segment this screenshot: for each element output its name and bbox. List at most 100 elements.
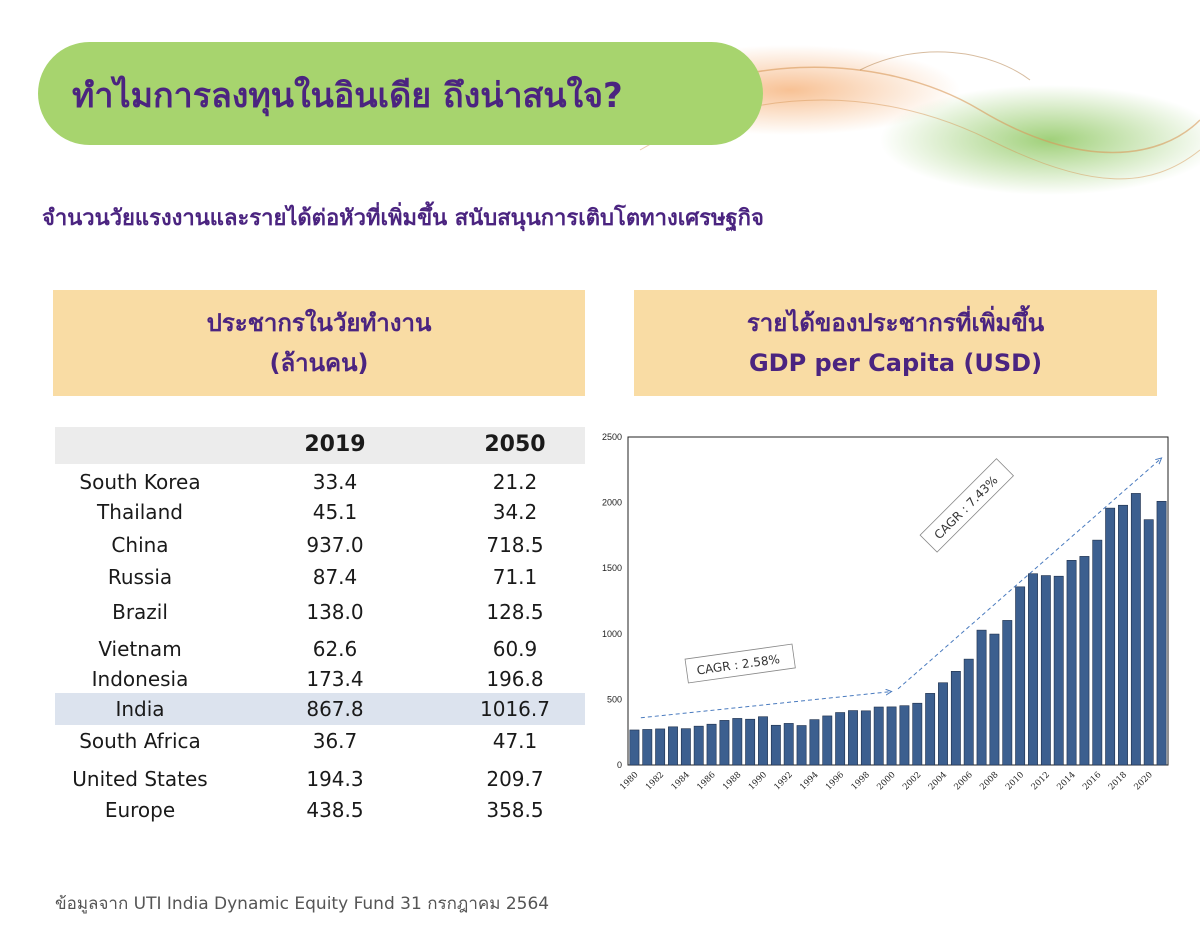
x-tick-label: 2012 xyxy=(1030,770,1052,792)
table-cell-country-name: India xyxy=(115,697,165,721)
column-header-2019: 2019 xyxy=(304,432,366,457)
bar xyxy=(925,693,936,766)
table-cell-value-2019: 36.7 xyxy=(312,729,358,753)
x-tick-label: 1984 xyxy=(670,770,692,792)
bar xyxy=(873,706,884,766)
bar xyxy=(732,718,743,766)
bar xyxy=(912,702,923,766)
x-tick-label: 1990 xyxy=(747,770,769,792)
x-tick-label: 2016 xyxy=(1081,770,1103,792)
bar xyxy=(1066,560,1077,766)
x-tick-label: 1982 xyxy=(644,770,666,792)
table-cell-country-name: Vietnam xyxy=(98,637,182,661)
table-cell-value-2019: 33.4 xyxy=(312,470,358,494)
bar xyxy=(1143,519,1154,766)
x-tick-label: 2000 xyxy=(875,770,897,792)
cagr-trend-arrow xyxy=(640,692,892,719)
table-cell-value-2019: 62.6 xyxy=(312,637,358,661)
bar xyxy=(1105,507,1116,766)
working-age-unit: (ล้านคน) xyxy=(269,349,369,377)
bar xyxy=(1028,573,1038,766)
y-tick-label: 500 xyxy=(607,694,622,704)
table-header-row: 2019 2050 xyxy=(55,427,585,464)
table-cell-value-2019: 87.4 xyxy=(312,565,358,589)
title-banner xyxy=(38,42,763,145)
x-tick-label: 2018 xyxy=(1107,770,1129,792)
gdp-chart-container: 0 500 1000 1500 2000 2500 1980 1982 1984 1986 1988… xyxy=(590,425,1180,845)
x-tick-label: 1980 xyxy=(618,770,640,792)
table-cell-value-2050: 209.7 xyxy=(486,767,544,791)
table-cell-value-2050: 196.8 xyxy=(486,667,544,691)
table-cell-value-2019: 867.8 xyxy=(306,697,364,721)
table-cell-value-2019: 45.1 xyxy=(312,500,358,524)
cagr-label: CAGR : 7.43% xyxy=(931,473,1000,542)
bar xyxy=(899,705,910,766)
bar xyxy=(1040,575,1051,766)
bar xyxy=(1092,539,1103,766)
bar xyxy=(693,725,704,766)
table-cell-country-name: Europe xyxy=(104,798,176,822)
x-tick-label: 1996 xyxy=(824,770,846,792)
table-cell-country-name: South Africa xyxy=(79,729,201,753)
bar xyxy=(706,723,717,766)
x-tick-label: 1988 xyxy=(721,770,743,792)
table-cell-country-name: Russia xyxy=(107,565,173,589)
x-tick-label: 1998 xyxy=(850,770,872,792)
table-cell-value-2019: 937.0 xyxy=(306,533,364,557)
cagr-callout-box xyxy=(684,643,796,684)
table-cell-country-name: Indonesia xyxy=(91,667,189,691)
bar xyxy=(989,633,1000,766)
bar xyxy=(758,716,768,766)
x-tick-label: 2010 xyxy=(1004,770,1026,792)
x-tick-label: 1986 xyxy=(695,770,717,792)
table-cell-country-name: Thailand xyxy=(97,500,183,524)
cagr-trend-arrow xyxy=(897,458,1162,690)
x-tick-label: 2002 xyxy=(901,770,923,792)
bar xyxy=(1118,504,1128,766)
gdp-per-capita-chart: 0 500 1000 1500 2000 2500 1980 1982 1984 1986 1988… xyxy=(602,432,1169,792)
y-tick-label: 1000 xyxy=(602,629,622,639)
gdp-subtitle: GDP per Capita (USD) xyxy=(748,349,1043,377)
page-subtitle: จำนวนวัยแรงงานและรายได้ต่อหัวที่เพิ่มขึ้… xyxy=(42,206,764,231)
bar xyxy=(642,729,653,766)
bar xyxy=(783,723,794,766)
x-tick-label: 1992 xyxy=(772,770,794,792)
bar xyxy=(629,729,640,766)
table-cell-value-2050: 34.2 xyxy=(492,500,538,524)
y-tick-label: 0 xyxy=(617,760,622,770)
x-tick-label: 2004 xyxy=(927,770,949,792)
table-cell-country-name: Brazil xyxy=(112,600,168,624)
bar xyxy=(1079,556,1090,766)
table-cell-country-name: China xyxy=(111,533,169,557)
bar xyxy=(886,706,897,766)
x-tick-label: 2020 xyxy=(1132,770,1154,792)
bar xyxy=(822,715,833,766)
bar xyxy=(1156,500,1167,766)
cagr-callout: CAGR : 7.43% xyxy=(919,458,1015,553)
table-cell-value-2019: 138.0 xyxy=(306,600,364,624)
x-tick-label: 2008 xyxy=(978,770,1000,792)
table-cell-value-2050: 358.5 xyxy=(486,798,544,822)
table-cell-country-name: United States xyxy=(72,767,208,791)
plot-frame xyxy=(627,436,1169,766)
source-note: ข้อมูลจาก UTI India Dynamic Equity Fund … xyxy=(55,894,550,914)
y-tick-label: 1500 xyxy=(602,563,622,573)
cagr-callout: CAGR : 2.58% xyxy=(684,643,796,684)
bar xyxy=(950,671,961,766)
table-cell-value-2050: 60.9 xyxy=(492,637,538,661)
bar xyxy=(963,658,974,766)
bar xyxy=(1015,586,1026,766)
x-tick-label: 2014 xyxy=(1055,770,1077,792)
bar xyxy=(809,719,820,766)
bar xyxy=(655,728,666,766)
x-tick-label: 1994 xyxy=(798,770,820,792)
bar xyxy=(835,712,846,766)
bar xyxy=(938,682,948,766)
y-tick-label: 2500 xyxy=(602,432,622,442)
working-age-header: ประชากรในวัยทำงาน (ล้านคน) xyxy=(53,290,585,396)
table-cell-value-2050: 1016.7 xyxy=(480,697,550,721)
table-cell-value-2019: 194.3 xyxy=(306,767,364,791)
table-cell-value-2019: 173.4 xyxy=(306,667,364,691)
bar xyxy=(976,629,987,766)
column-header-2050: 2050 xyxy=(484,432,546,457)
